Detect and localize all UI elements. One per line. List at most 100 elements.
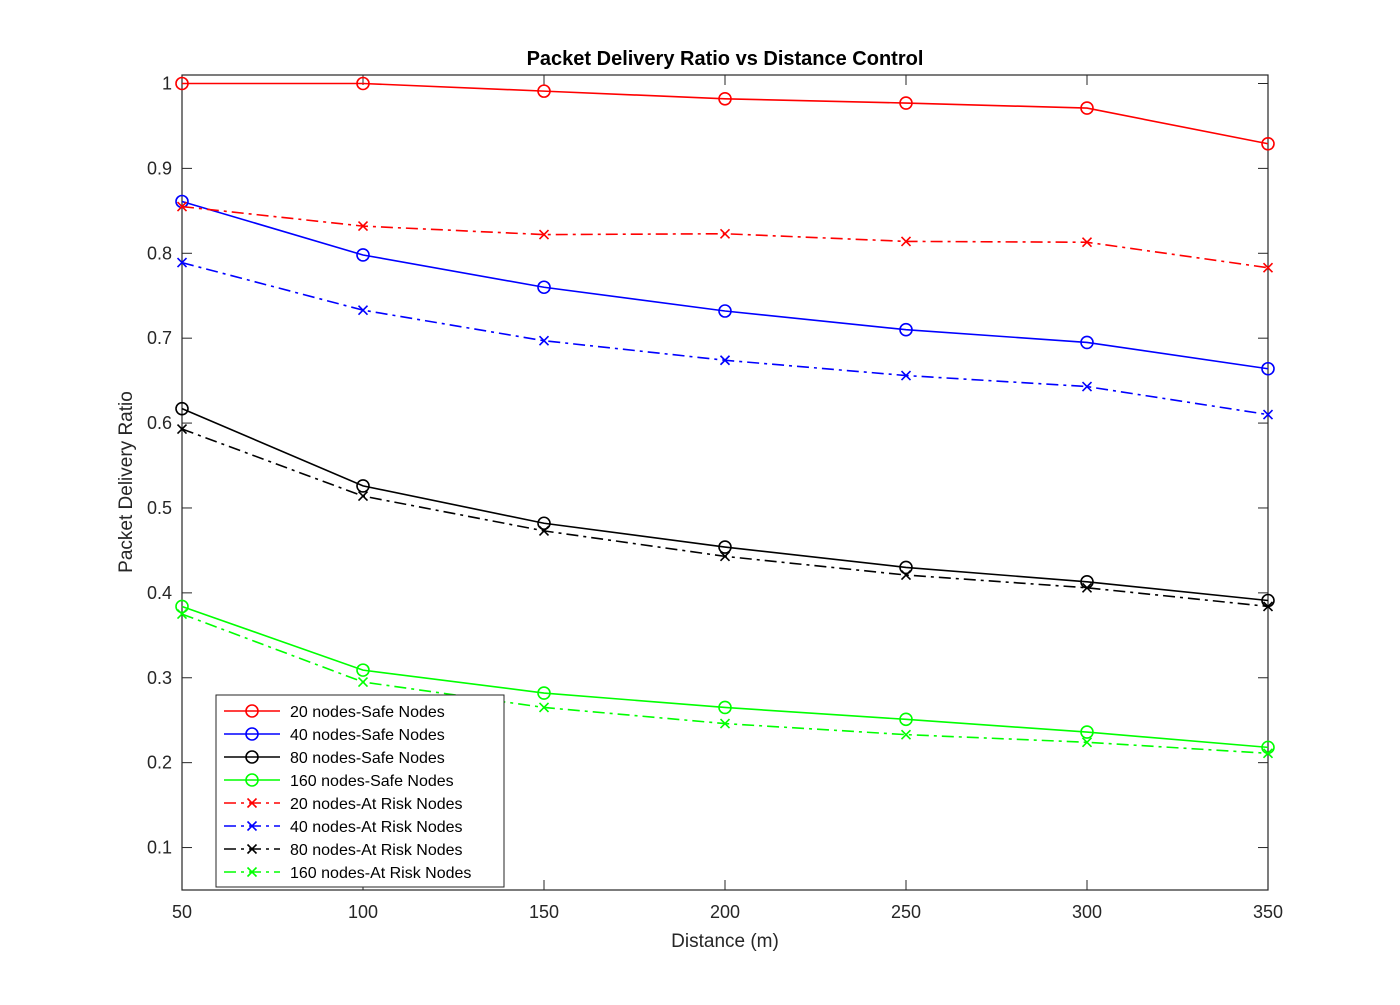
data-point: [1080, 725, 1094, 739]
x-tick-label: 250: [891, 902, 921, 922]
series-line: [182, 82, 1269, 145]
data-point: [537, 280, 551, 295]
data-point: [537, 84, 551, 98]
legend-label: 40 nodes-At Risk Nodes: [290, 819, 463, 836]
data-point: [899, 712, 913, 727]
legend-label: 40 nodes-Safe Nodes: [290, 727, 445, 744]
data-point: [537, 686, 551, 700]
series-layer: [175, 76, 1275, 759]
series-4: [175, 599, 1275, 755]
series-6: [176, 257, 1274, 420]
data-point: [1081, 237, 1093, 248]
data-point: [357, 221, 369, 232]
legend-item: 40 nodes-At Risk Nodes: [224, 819, 463, 836]
legend-item: 160 nodes-At Risk Nodes: [224, 865, 471, 882]
y-tick-label: 0.6: [147, 413, 172, 433]
data-point: [356, 76, 370, 91]
data-point: [900, 236, 912, 247]
legend-item: 20 nodes-At Risk Nodes: [224, 796, 463, 813]
data-point: [1262, 409, 1274, 420]
data-point: [356, 663, 370, 677]
x-tick-label: 300: [1072, 902, 1102, 922]
data-point: [175, 401, 189, 416]
data-point: [719, 355, 731, 366]
data-point: [175, 599, 189, 614]
data-point: [538, 525, 550, 536]
x-tick-label: 100: [348, 902, 378, 922]
data-point: [1081, 737, 1093, 748]
y-tick-label: 0.1: [147, 838, 172, 858]
legend-marker: [246, 820, 258, 832]
data-point: [1261, 136, 1275, 151]
legend-marker: [245, 773, 259, 787]
data-point: [176, 609, 188, 620]
data-point: [538, 702, 550, 713]
series-line: [181, 200, 1269, 370]
data-point: [900, 729, 912, 740]
data-point: [176, 423, 188, 435]
data-point: [718, 540, 732, 554]
y-tick-label: 0.3: [147, 668, 172, 688]
legend-label: 80 nodes-Safe Nodes: [290, 750, 445, 767]
data-point: [1081, 381, 1093, 392]
data-point: [357, 305, 369, 316]
data-point: [176, 257, 188, 268]
series-line: [181, 407, 1269, 602]
data-point: [175, 76, 189, 91]
data-point: [899, 560, 913, 575]
data-point: [1261, 361, 1275, 376]
data-point: [718, 700, 732, 715]
legend-label: 20 nodes-At Risk Nodes: [290, 796, 463, 813]
chart-title: Packet Delivery Ratio vs Distance Contro…: [527, 48, 924, 70]
data-point: [356, 248, 370, 262]
y-tick-label: 0.9: [147, 158, 172, 178]
legend-box: [215, 694, 505, 888]
data-point: [899, 322, 913, 337]
y-tick-label: 0.2: [147, 753, 172, 773]
data-point: [899, 96, 913, 110]
legend-item: 160 nodes-Safe Nodes: [224, 773, 454, 790]
data-point: [900, 370, 912, 381]
data-point: [719, 551, 731, 562]
ticks-layer: 50 100 150 200 250 300 350 0.1 0.2 0.3 0.4 0.5 0.6 0.…: [147, 73, 1283, 922]
legend-marker: [246, 797, 258, 809]
series-8: [176, 609, 1274, 759]
legend-marker: [245, 704, 259, 718]
legend-label: 160 nodes-Safe Nodes: [290, 773, 454, 790]
data-point: [719, 718, 731, 729]
legend-marker: [245, 727, 259, 741]
data-point: [357, 676, 369, 688]
legend-item: 80 nodes-Safe Nodes: [224, 750, 445, 767]
legend-label: 20 nodes-Safe Nodes: [290, 704, 445, 721]
data-point: [538, 335, 550, 346]
y-tick-label: 0.4: [147, 583, 172, 603]
data-point: [718, 91, 732, 106]
legend-item: 20 nodes-Safe Nodes: [224, 704, 445, 721]
legend-item: 80 nodes-At Risk Nodes: [224, 842, 463, 859]
data-point: [1262, 748, 1274, 759]
series-2: [175, 194, 1275, 376]
legend-marker: [246, 866, 258, 878]
y-tick-label: 0.5: [147, 498, 172, 518]
data-point: [537, 516, 551, 531]
data-point: [176, 201, 188, 212]
series-5: [176, 201, 1274, 273]
data-point: [718, 304, 732, 318]
legend-marker: [245, 750, 259, 764]
data-point: [900, 569, 912, 581]
data-point: [719, 228, 731, 239]
legend-items: 20 nodes-Safe Nodes 40 nodes-Safe Nodes 80…: [224, 704, 471, 882]
y-tick-label: 1: [162, 73, 172, 93]
x-axis-label: Distance (m): [671, 931, 779, 952]
data-point: [356, 479, 370, 493]
series-line: [181, 605, 1269, 749]
data-point: [1262, 262, 1274, 273]
series-7: [176, 423, 1274, 612]
x-tick-label: 50: [172, 902, 192, 922]
x-tick-label: 200: [710, 902, 740, 922]
legend-marker: [246, 843, 258, 855]
data-point: [1080, 335, 1094, 350]
x-tick-label: 150: [529, 902, 559, 922]
